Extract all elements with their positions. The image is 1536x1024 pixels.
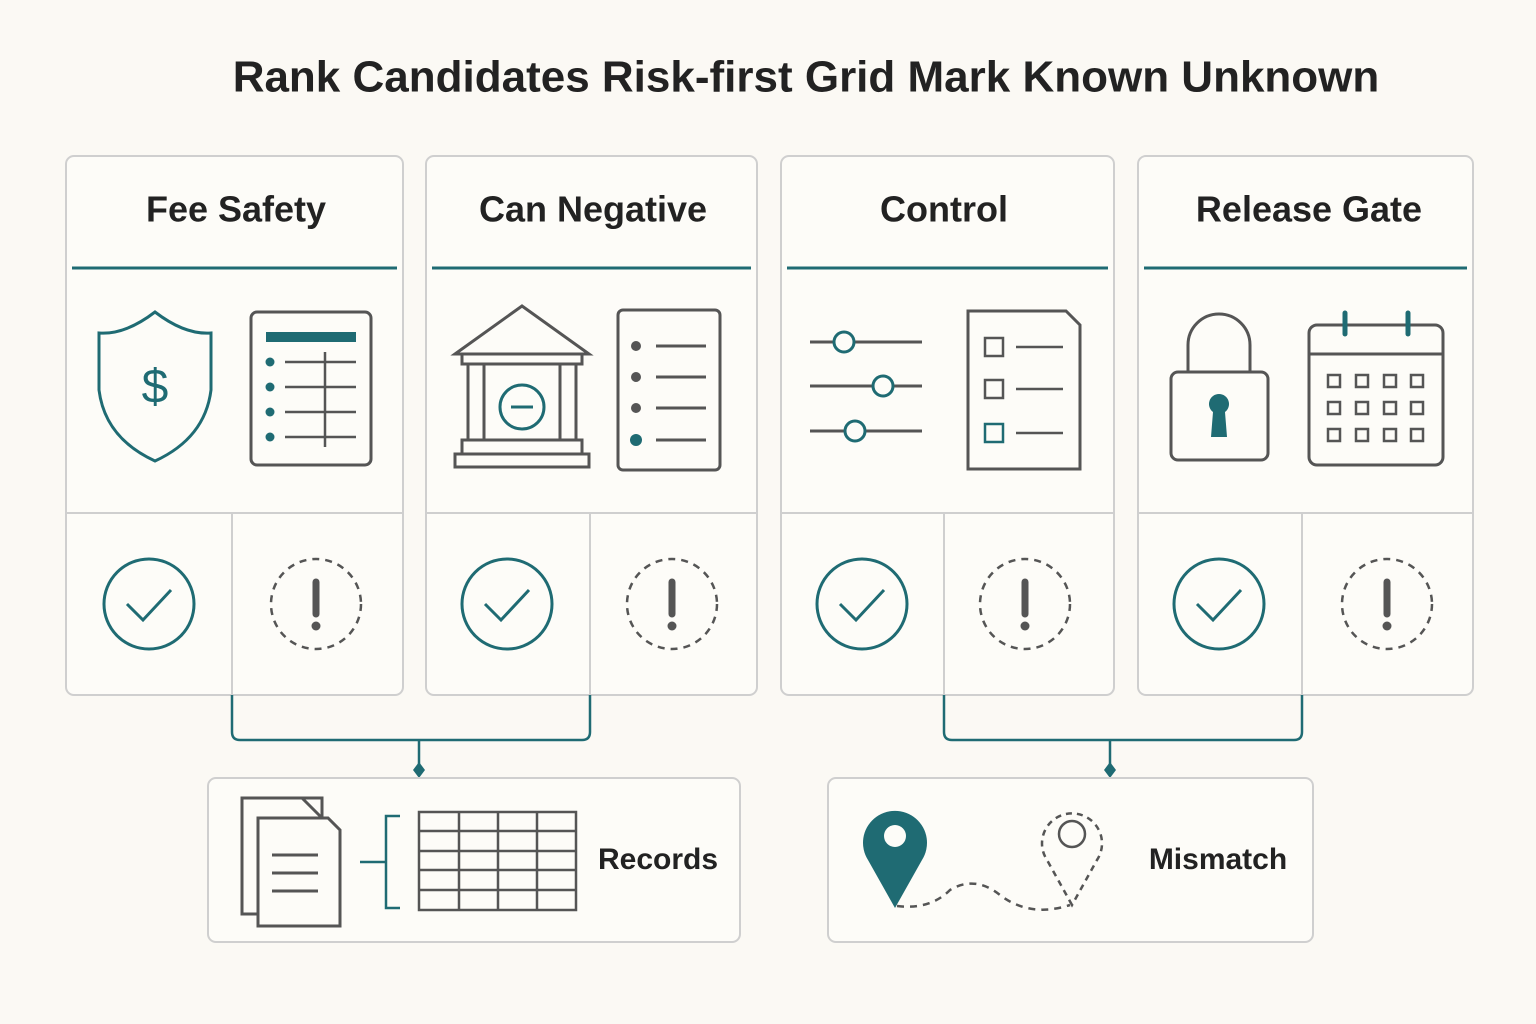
output-box [207, 777, 1314, 943]
known-mark [102, 557, 1266, 651]
column-label: Can Negative [479, 189, 707, 230]
title: Rank Candidates Risk-first Grid Mark Kno… [233, 53, 1380, 102]
unknown-mark [269, 557, 1434, 651]
icon [1169, 310, 1445, 467]
output-label: Mismatch [1149, 843, 1287, 876]
icon [450, 304, 722, 472]
column-label: Release Gate [1196, 189, 1422, 230]
svg-text:$: $ [142, 361, 169, 414]
icon: $ [97, 310, 373, 467]
column-label: Control [880, 189, 1008, 230]
output-label: Records [598, 843, 718, 876]
connector [230, 695, 1304, 778]
column-label: Fee Safety [146, 189, 326, 230]
icon [810, 309, 1082, 471]
